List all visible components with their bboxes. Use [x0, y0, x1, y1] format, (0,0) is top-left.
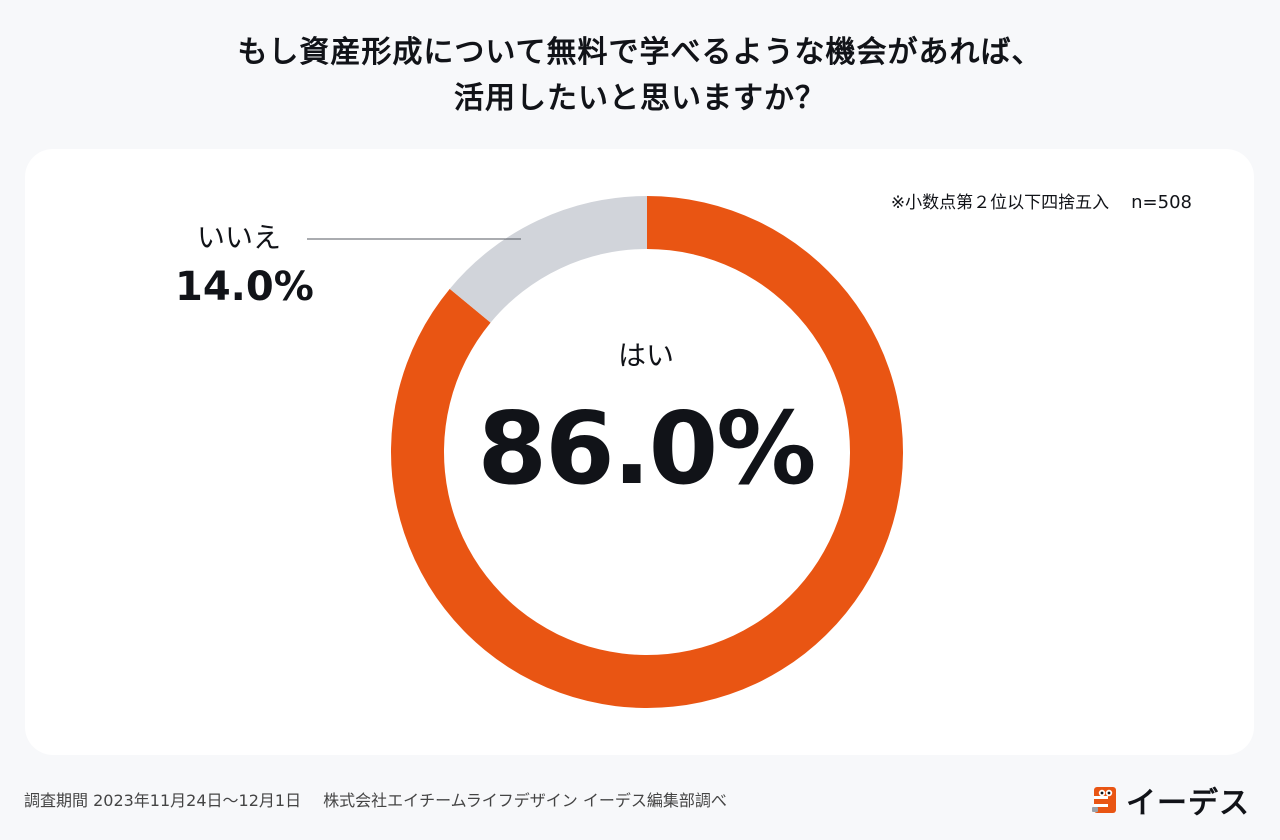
- logo-text: イーデス: [1126, 786, 1250, 821]
- rounding-note: ※小数点第２位以下四捨五入: [890, 193, 1110, 213]
- chart-title: もし資産形成について無料で学べるような機会があれば、 活用したいと思いますか？: [0, 30, 1280, 122]
- chart-title-line2: 活用したいと思いますか？: [454, 81, 826, 116]
- brand-logo: イーデス: [1092, 778, 1250, 822]
- donut-chart: [307, 196, 903, 708]
- footer: 調査期間 2023年11月24日〜12月1日 株式会社エイチームライフデザイン イ…: [24, 787, 727, 811]
- chart-card: ※小数点第２位以下四捨五入 n=508 いいえ 14.0% はい 86.0%: [25, 149, 1254, 755]
- label-yes-value: 86.0%: [477, 390, 817, 507]
- chart-title-line1: もし資産形成について無料で学べるような機会があれば、: [237, 35, 1043, 70]
- label-yes-name: はい: [617, 339, 674, 372]
- label-no-value: 14.0%: [175, 264, 314, 310]
- survey-period: 調査期間 2023年11月24日〜12月1日: [24, 791, 302, 810]
- sample-note: ※小数点第２位以下四捨五入 n=508: [891, 188, 1192, 213]
- sample-size: n=508: [1131, 192, 1192, 213]
- label-no: いいえ 14.0%: [175, 219, 314, 313]
- slice-no: [449, 196, 647, 323]
- owl-logo-icon: [1092, 785, 1118, 815]
- label-no-name: いいえ: [197, 221, 282, 254]
- survey-source: 株式会社エイチームライフデザイン イーデス編集部調べ: [323, 791, 727, 810]
